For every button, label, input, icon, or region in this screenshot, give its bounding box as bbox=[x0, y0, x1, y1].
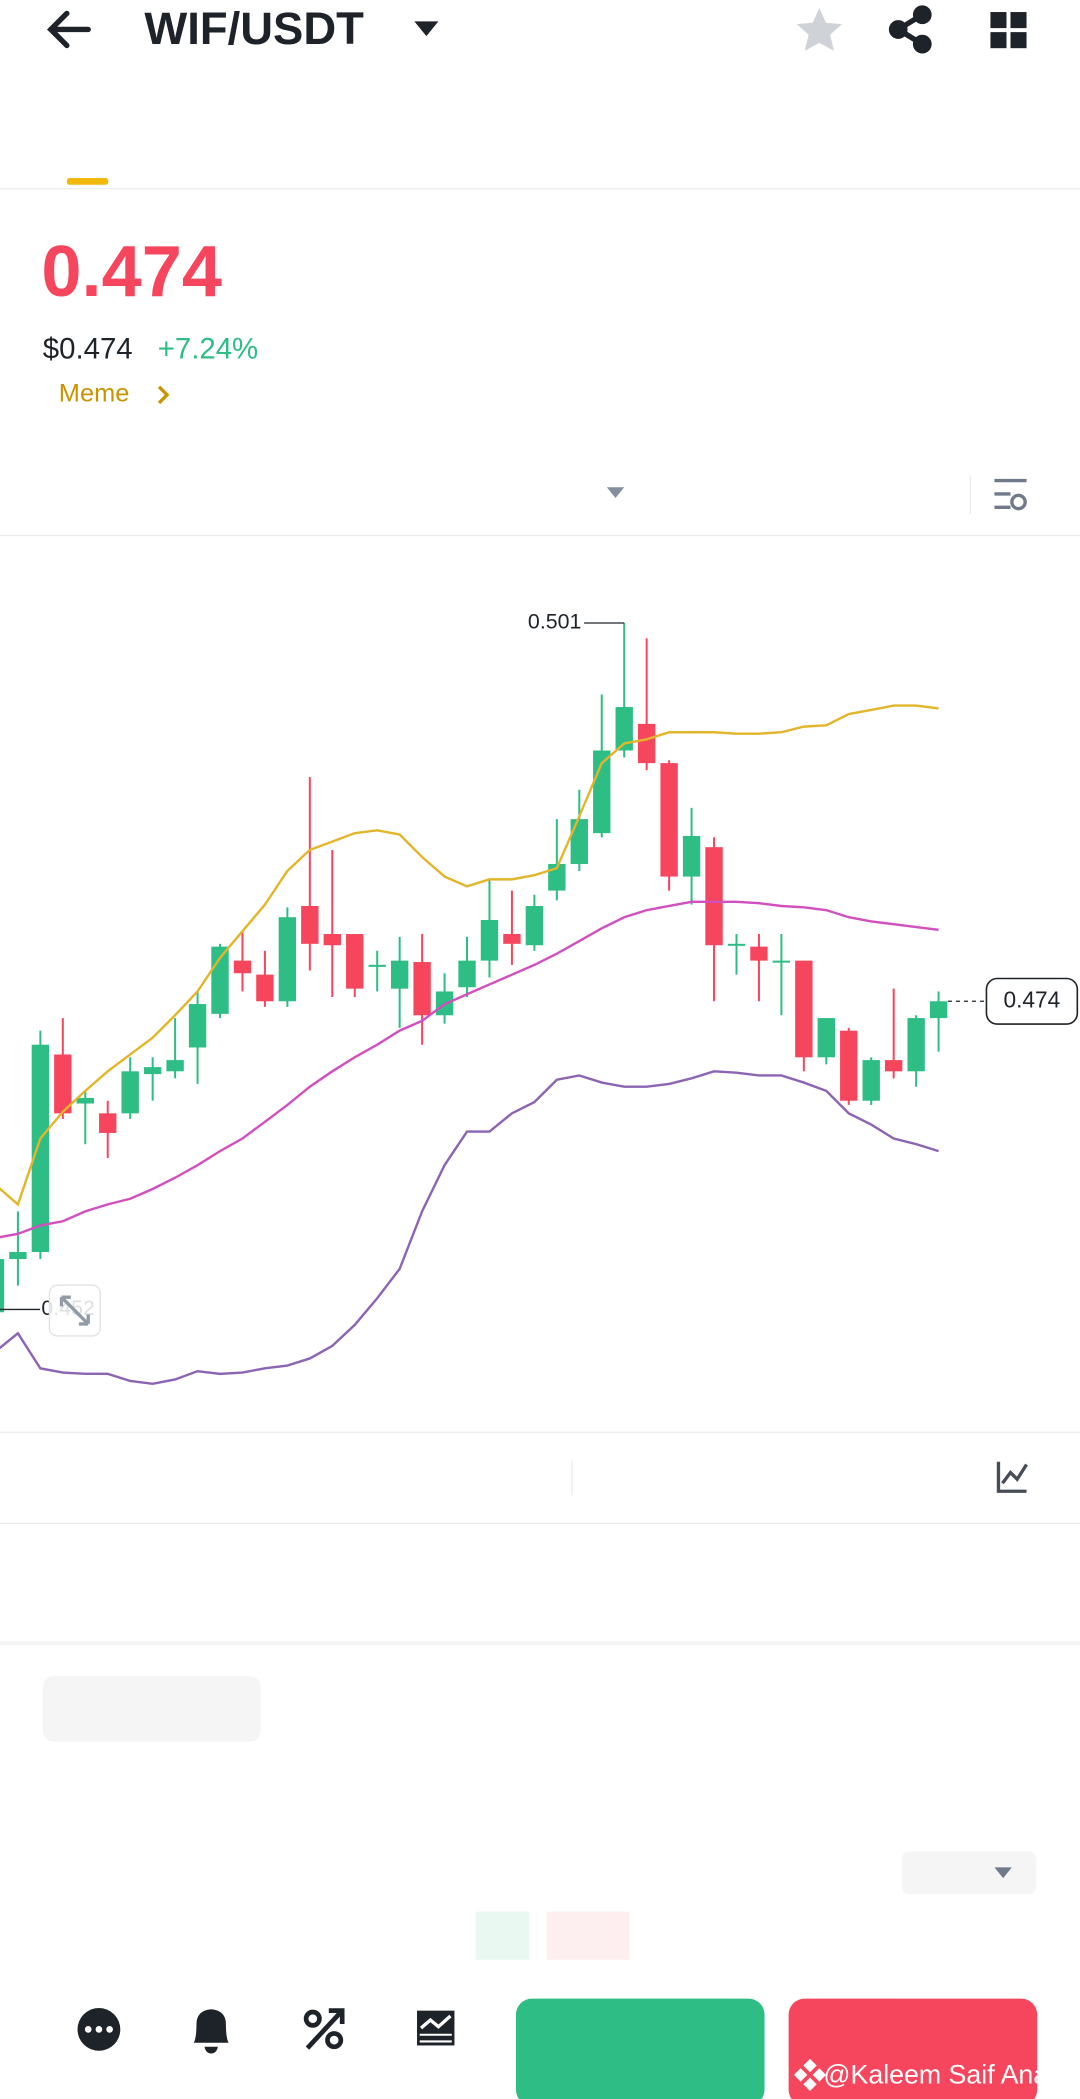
bollinger-band bbox=[0, 1070, 939, 1385]
candle-body bbox=[840, 1030, 858, 1101]
precision-box[interactable] bbox=[902, 1851, 1036, 1895]
candle-body bbox=[143, 1067, 162, 1075]
candle-body bbox=[346, 934, 364, 989]
candle-body bbox=[772, 960, 791, 963]
candle-body bbox=[99, 1113, 117, 1133]
last-price-tag: 0.474 bbox=[1003, 986, 1060, 1012]
bid-depth bbox=[475, 1911, 530, 1960]
margin-icon[interactable] bbox=[303, 2008, 345, 2050]
candle-body bbox=[31, 1044, 50, 1253]
candle-body bbox=[121, 1071, 139, 1114]
candle-body bbox=[727, 943, 746, 946]
candle-body bbox=[660, 763, 678, 877]
pair-caret[interactable] bbox=[414, 21, 439, 37]
share-icon[interactable] bbox=[888, 5, 932, 54]
candle-body bbox=[413, 962, 431, 1016]
alert-icon[interactable] bbox=[193, 2009, 229, 2054]
candle-body bbox=[233, 960, 252, 974]
divider bbox=[0, 1641, 1080, 1646]
candle-body bbox=[458, 960, 476, 988]
tab-indicator bbox=[66, 178, 109, 185]
candle-body bbox=[368, 964, 386, 967]
candle-body bbox=[256, 974, 274, 1002]
bollinger-band bbox=[0, 704, 939, 1207]
high-annotation: 0.501 bbox=[528, 610, 581, 634]
buy-button[interactable] bbox=[515, 1998, 765, 2099]
grid-icon[interactable] bbox=[417, 2010, 455, 2046]
tab-pill bbox=[42, 1675, 261, 1742]
candle-body bbox=[278, 917, 297, 1002]
candle-body bbox=[705, 847, 723, 946]
candle-body bbox=[817, 1018, 835, 1058]
expand-button[interactable] bbox=[48, 1284, 101, 1337]
candle-body bbox=[0, 1259, 5, 1313]
watermark: @Kaleem Saif Analys bbox=[823, 2059, 1080, 2089]
usd-price: $0.474 bbox=[43, 332, 133, 365]
candle-body bbox=[480, 920, 499, 961]
pair-title[interactable]: WIF/USDT bbox=[144, 3, 364, 54]
candle-body bbox=[390, 960, 409, 989]
candle-body bbox=[637, 723, 656, 764]
candle-body bbox=[76, 1097, 94, 1104]
watermark-logo bbox=[793, 2058, 827, 2091]
apps-icon[interactable] bbox=[990, 12, 1027, 49]
candle-body bbox=[862, 1060, 880, 1101]
chart-type-icon[interactable] bbox=[996, 1461, 1028, 1493]
tag-chevron bbox=[157, 385, 170, 405]
candle-body bbox=[907, 1018, 925, 1072]
more-dots bbox=[84, 2026, 113, 2033]
last-price: 0.474 bbox=[41, 232, 222, 312]
candle-body bbox=[615, 707, 633, 751]
back-button[interactable] bbox=[47, 10, 91, 49]
favorite-icon[interactable] bbox=[796, 8, 843, 51]
candle-body bbox=[682, 835, 701, 877]
last-price-box bbox=[985, 977, 1079, 1025]
candle-body bbox=[301, 905, 319, 944]
candle-body bbox=[795, 960, 813, 1058]
candle-body bbox=[323, 934, 341, 946]
candle-body bbox=[929, 1001, 948, 1019]
candle-body bbox=[750, 946, 768, 961]
sell-button[interactable] bbox=[788, 1998, 1038, 2099]
candle-body bbox=[884, 1060, 903, 1072]
precision-caret[interactable] bbox=[994, 1867, 1012, 1879]
price-change: +7.24% bbox=[158, 332, 258, 365]
ask-depth bbox=[546, 1911, 630, 1960]
bollinger-band bbox=[0, 900, 939, 1239]
candle-body bbox=[9, 1252, 27, 1260]
category-tag[interactable]: Meme bbox=[59, 380, 130, 408]
candle-body bbox=[54, 1054, 72, 1114]
candle-body bbox=[166, 1060, 184, 1072]
candle-body bbox=[570, 819, 588, 864]
plot-area bbox=[0, 623, 948, 1385]
candle-body bbox=[525, 905, 544, 946]
candle-body bbox=[188, 1004, 207, 1048]
candle-body bbox=[503, 934, 521, 944]
more-caret[interactable] bbox=[606, 487, 625, 498]
settings-icon[interactable] bbox=[994, 478, 1027, 511]
